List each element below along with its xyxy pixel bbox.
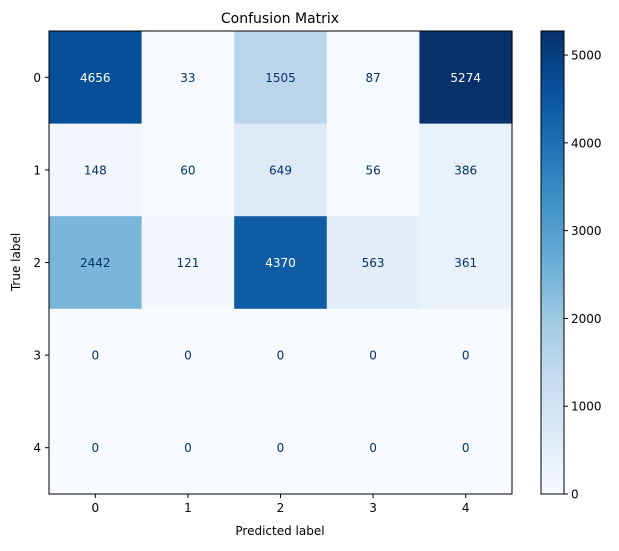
heatmap-cell — [141, 401, 235, 495]
heatmap-cell — [419, 216, 513, 310]
cell-value-label: 87 — [365, 71, 380, 85]
cell-value-label: 1505 — [265, 71, 296, 85]
y-tick-label: 1 — [33, 163, 41, 177]
heatmap-cell — [49, 401, 143, 495]
chart-title: Confusion Matrix — [221, 11, 339, 27]
x-tick-label: 3 — [369, 501, 377, 515]
cell-value-label: 0 — [369, 441, 377, 455]
heatmap-cell — [141, 216, 235, 310]
x-tick-label: 2 — [277, 501, 285, 515]
x-axis-label: Predicted label — [235, 524, 324, 538]
cell-value-label: 121 — [176, 256, 199, 270]
heatmap-cell — [234, 401, 328, 495]
cell-value-label: 2442 — [80, 256, 111, 270]
colorbar-tick-label: 4000 — [571, 136, 602, 150]
y-tick-label: 3 — [33, 349, 41, 363]
cell-value-label: 0 — [369, 349, 377, 363]
cell-value-label: 386 — [454, 163, 477, 177]
cell-value-label: 0 — [462, 441, 470, 455]
heatmap-cell — [49, 31, 143, 125]
cell-value-label: 60 — [180, 163, 195, 177]
y-axis-label: True label — [9, 233, 23, 292]
y-tick-label: 0 — [33, 71, 41, 85]
heatmap-cell — [49, 216, 143, 310]
x-tick-label: 0 — [91, 501, 99, 515]
heatmap-cell — [419, 401, 513, 495]
heatmap-cell — [234, 31, 328, 125]
cell-value-label: 0 — [462, 349, 470, 363]
x-tick-label: 1 — [184, 501, 192, 515]
colorbar-tick-label: 5000 — [571, 49, 602, 63]
heatmap-cells — [49, 31, 513, 495]
heatmap-cell — [234, 123, 328, 217]
cell-value-label: 0 — [277, 349, 285, 363]
heatmap-cell — [141, 123, 235, 217]
cell-value-label: 56 — [365, 163, 380, 177]
heatmap-cell — [419, 123, 513, 217]
y-tick-label: 4 — [33, 441, 41, 455]
y-tick-label: 2 — [33, 256, 41, 270]
heatmap-cell — [49, 123, 143, 217]
cell-value-label: 0 — [277, 441, 285, 455]
cell-value-label: 4370 — [265, 256, 296, 270]
cell-value-label: 0 — [91, 441, 99, 455]
heatmap-cell — [326, 216, 420, 310]
cell-value-label: 5274 — [450, 71, 481, 85]
heatmap-cell — [326, 31, 420, 125]
colorbar — [540, 30, 565, 495]
heatmap-cell — [326, 401, 420, 495]
heatmap-cell — [326, 308, 420, 402]
cell-value-label: 563 — [362, 256, 385, 270]
x-tick-label: 4 — [462, 501, 470, 515]
colorbar-tick-label: 0 — [571, 488, 579, 502]
colorbar-tick-label: 3000 — [571, 224, 602, 238]
colorbar-tick-label: 2000 — [571, 312, 602, 326]
cell-value-label: 4656 — [80, 71, 111, 85]
cell-value-label: 649 — [269, 163, 292, 177]
cell-value-label: 0 — [184, 441, 192, 455]
heatmap-cell — [49, 308, 143, 402]
heatmap-cell — [419, 308, 513, 402]
heatmap-cell — [419, 31, 513, 125]
cell-value-label: 148 — [84, 163, 107, 177]
heatmap-cell — [326, 123, 420, 217]
cell-value-labels: 4656 33 1505 87 5274 148 60 649 56 386 2442 121 4370… — [80, 71, 481, 455]
colorbar-tick-label: 1000 — [571, 400, 602, 414]
cell-value-label: 361 — [454, 256, 477, 270]
x-axis-ticks: 0 1 2 3 4 — [91, 494, 470, 515]
y-axis-ticks: 0 1 2 3 4 — [33, 71, 49, 455]
cell-value-label: 0 — [91, 349, 99, 363]
heatmap-cell — [234, 308, 328, 402]
cell-value-label: 0 — [184, 349, 192, 363]
heatmap-cell — [141, 308, 235, 402]
heatmap-cell — [141, 31, 235, 125]
cell-value-label: 33 — [180, 71, 195, 85]
colorbar-ticks: 0 1000 2000 3000 4000 5000 — [564, 49, 602, 502]
heatmap-cell — [234, 216, 328, 310]
